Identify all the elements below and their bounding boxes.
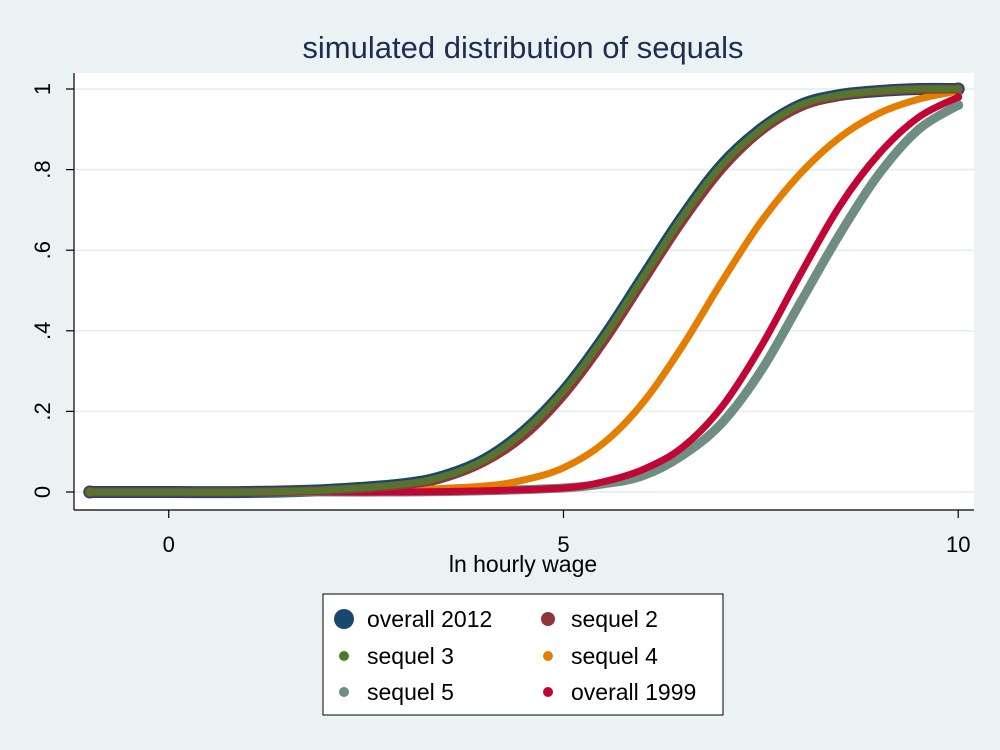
legend-marker — [339, 687, 349, 697]
series-line-sequel-3-endpoint — [954, 85, 963, 93]
legend-marker — [543, 651, 553, 661]
series-line-sequel-3 — [86, 85, 962, 496]
legend-box — [322, 593, 724, 716]
y-axis: 0 .2 .4 .6 .8 1 — [30, 73, 75, 510]
x-tick-label: 10 — [946, 532, 970, 557]
legend-marker — [543, 687, 553, 697]
x-tick-label: 5 — [557, 532, 569, 557]
legend-label: overall 2012 — [367, 606, 492, 632]
y-tick-label: .6 — [30, 241, 55, 259]
y-tick-label: 1 — [30, 83, 55, 95]
legend-marker — [339, 651, 349, 661]
legend-label: sequel 5 — [367, 679, 454, 705]
legend-marker — [541, 612, 555, 626]
x-tick-label: 0 — [163, 532, 175, 557]
y-tick-label: .4 — [30, 322, 55, 340]
legend-label: sequel 4 — [571, 643, 658, 669]
x-axis: 0 5 10 — [74, 509, 974, 557]
x-axis-label: ln hourly wage — [449, 551, 597, 577]
series-line-overall-1999-endpoint — [954, 93, 963, 102]
legend-label: sequel 2 — [571, 606, 658, 632]
y-tick-label: .8 — [30, 160, 55, 178]
series-lines — [83, 82, 965, 499]
legend-label: overall 1999 — [571, 679, 696, 705]
legend-label: sequel 3 — [367, 643, 454, 669]
series-line-sequel-3-endpoint — [85, 488, 94, 496]
legend: overall 2012 sequel 2 sequel 3 sequel 4 sequ… — [322, 593, 724, 716]
y-tick-label: .2 — [30, 402, 55, 420]
series-line-sequel-5-endpoint — [953, 100, 964, 111]
chart-title: simulated distribution of sequals — [302, 30, 743, 65]
y-tick-label: 0 — [30, 486, 55, 498]
legend-marker — [334, 609, 354, 629]
